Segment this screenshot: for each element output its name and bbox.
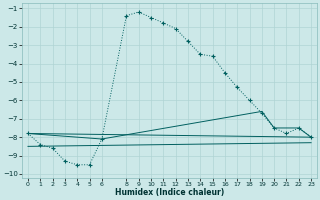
- X-axis label: Humidex (Indice chaleur): Humidex (Indice chaleur): [115, 188, 224, 197]
